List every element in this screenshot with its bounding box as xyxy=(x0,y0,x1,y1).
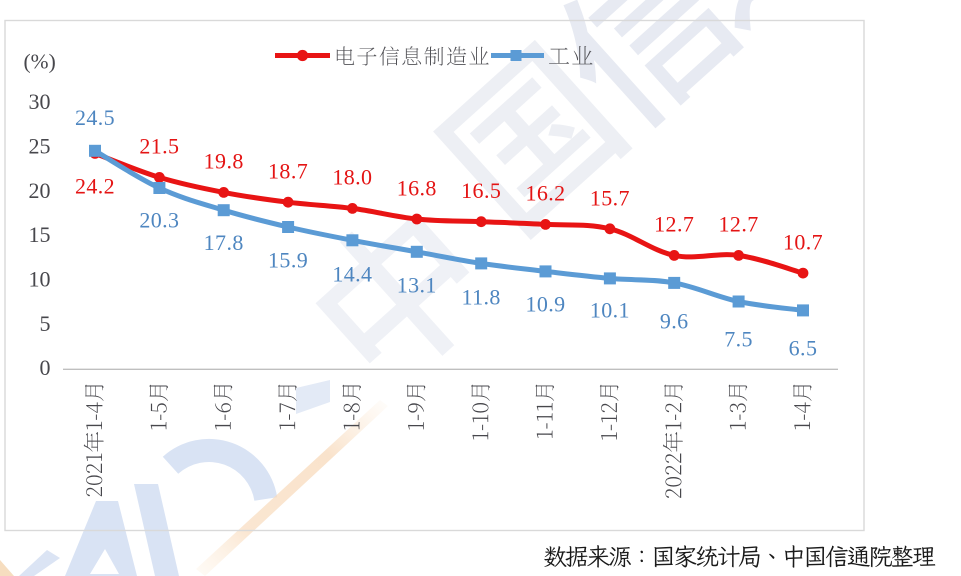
svg-text:16.2: 16.2 xyxy=(525,181,565,206)
svg-text:20: 20 xyxy=(29,178,51,203)
svg-text:25: 25 xyxy=(29,134,51,159)
svg-text:15.9: 15.9 xyxy=(268,248,308,273)
svg-text:15.7: 15.7 xyxy=(590,186,630,211)
svg-text:0: 0 xyxy=(40,355,51,380)
svg-text:30: 30 xyxy=(29,89,51,114)
svg-text:10.9: 10.9 xyxy=(525,292,565,317)
svg-text:10: 10 xyxy=(29,267,51,292)
svg-text:11.8: 11.8 xyxy=(462,285,501,310)
svg-text:6.5: 6.5 xyxy=(789,336,818,361)
svg-text:7.5: 7.5 xyxy=(724,327,753,352)
svg-text:24.5: 24.5 xyxy=(75,105,115,130)
svg-text:5: 5 xyxy=(40,311,51,336)
svg-text:16.8: 16.8 xyxy=(397,176,437,201)
svg-text:13.1: 13.1 xyxy=(397,273,437,298)
svg-text:16.5: 16.5 xyxy=(461,178,501,203)
svg-text:20.3: 20.3 xyxy=(139,208,179,233)
svg-text:12.7: 12.7 xyxy=(719,212,759,237)
svg-text:18.0: 18.0 xyxy=(332,165,372,190)
svg-text:19.8: 19.8 xyxy=(204,149,244,174)
svg-text:21.5: 21.5 xyxy=(139,134,179,159)
svg-text:10.1: 10.1 xyxy=(590,298,630,323)
svg-text:10.7: 10.7 xyxy=(783,230,823,255)
svg-text:9.6: 9.6 xyxy=(660,309,689,334)
svg-text:15: 15 xyxy=(29,222,51,247)
svg-text:(%): (%) xyxy=(24,50,56,74)
svg-text:18.7: 18.7 xyxy=(268,159,308,184)
svg-text:14.4: 14.4 xyxy=(332,262,372,287)
svg-text:12.7: 12.7 xyxy=(654,212,694,237)
svg-text:17.8: 17.8 xyxy=(204,230,244,255)
svg-text:24.2: 24.2 xyxy=(75,174,115,199)
